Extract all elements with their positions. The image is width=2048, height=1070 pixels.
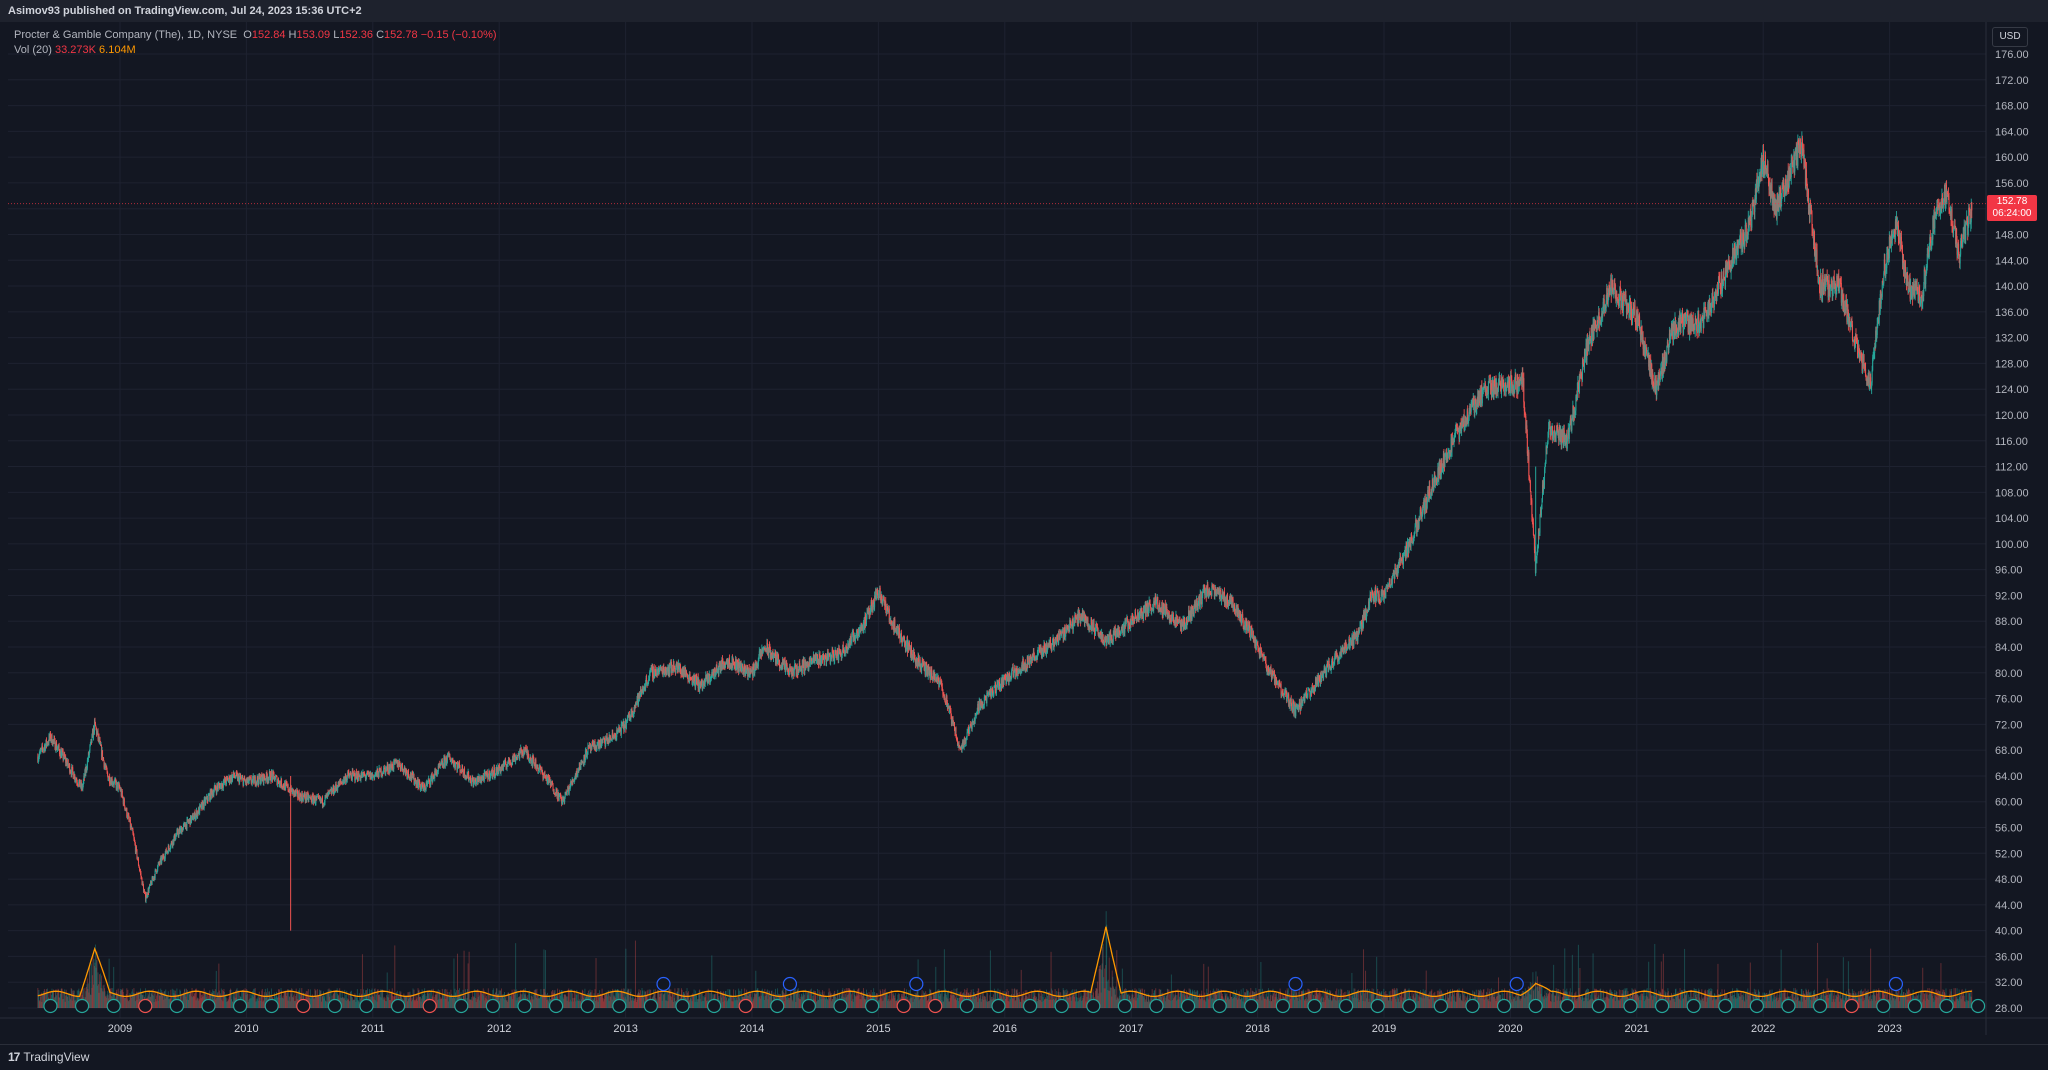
candle-body (173, 838, 174, 844)
candle-body (274, 780, 275, 781)
candle-body (218, 784, 219, 788)
candle-body (205, 799, 206, 804)
volume-bar (469, 952, 470, 1008)
candle-body (72, 767, 73, 772)
candle-body (146, 898, 147, 901)
candle-body (136, 850, 137, 859)
candle-body (184, 823, 185, 827)
volume-bar (990, 950, 991, 1008)
volume-bar (515, 943, 516, 1008)
volume-bar (625, 949, 626, 1008)
candle-body (208, 796, 209, 801)
candle-body (254, 778, 255, 783)
candle-body (91, 734, 92, 742)
candle-body (118, 784, 119, 790)
candle-body (79, 779, 80, 787)
candle-body (90, 742, 91, 745)
grid-lines (8, 22, 1986, 1018)
candle-body (178, 831, 179, 836)
candle-body (103, 758, 104, 761)
candle-body (73, 772, 74, 779)
candle-body (293, 789, 294, 790)
candle-body (193, 819, 194, 820)
candle-body (288, 785, 289, 791)
candle-body (138, 859, 139, 865)
candle-body (278, 780, 279, 784)
volume-bar (362, 954, 363, 1008)
candle-body (175, 836, 176, 840)
candle-body (273, 773, 274, 777)
candle-body (168, 846, 169, 848)
candle-body (302, 793, 303, 798)
candle-body (108, 779, 109, 781)
candle-body (57, 748, 58, 749)
candle-body (243, 780, 244, 786)
candle-body (214, 787, 215, 791)
candle-body (122, 791, 123, 796)
candle-body (124, 799, 125, 806)
candle-body (107, 773, 108, 776)
candle-body (176, 830, 177, 834)
volume-bar (1553, 965, 1554, 1008)
candle-body (156, 869, 157, 871)
